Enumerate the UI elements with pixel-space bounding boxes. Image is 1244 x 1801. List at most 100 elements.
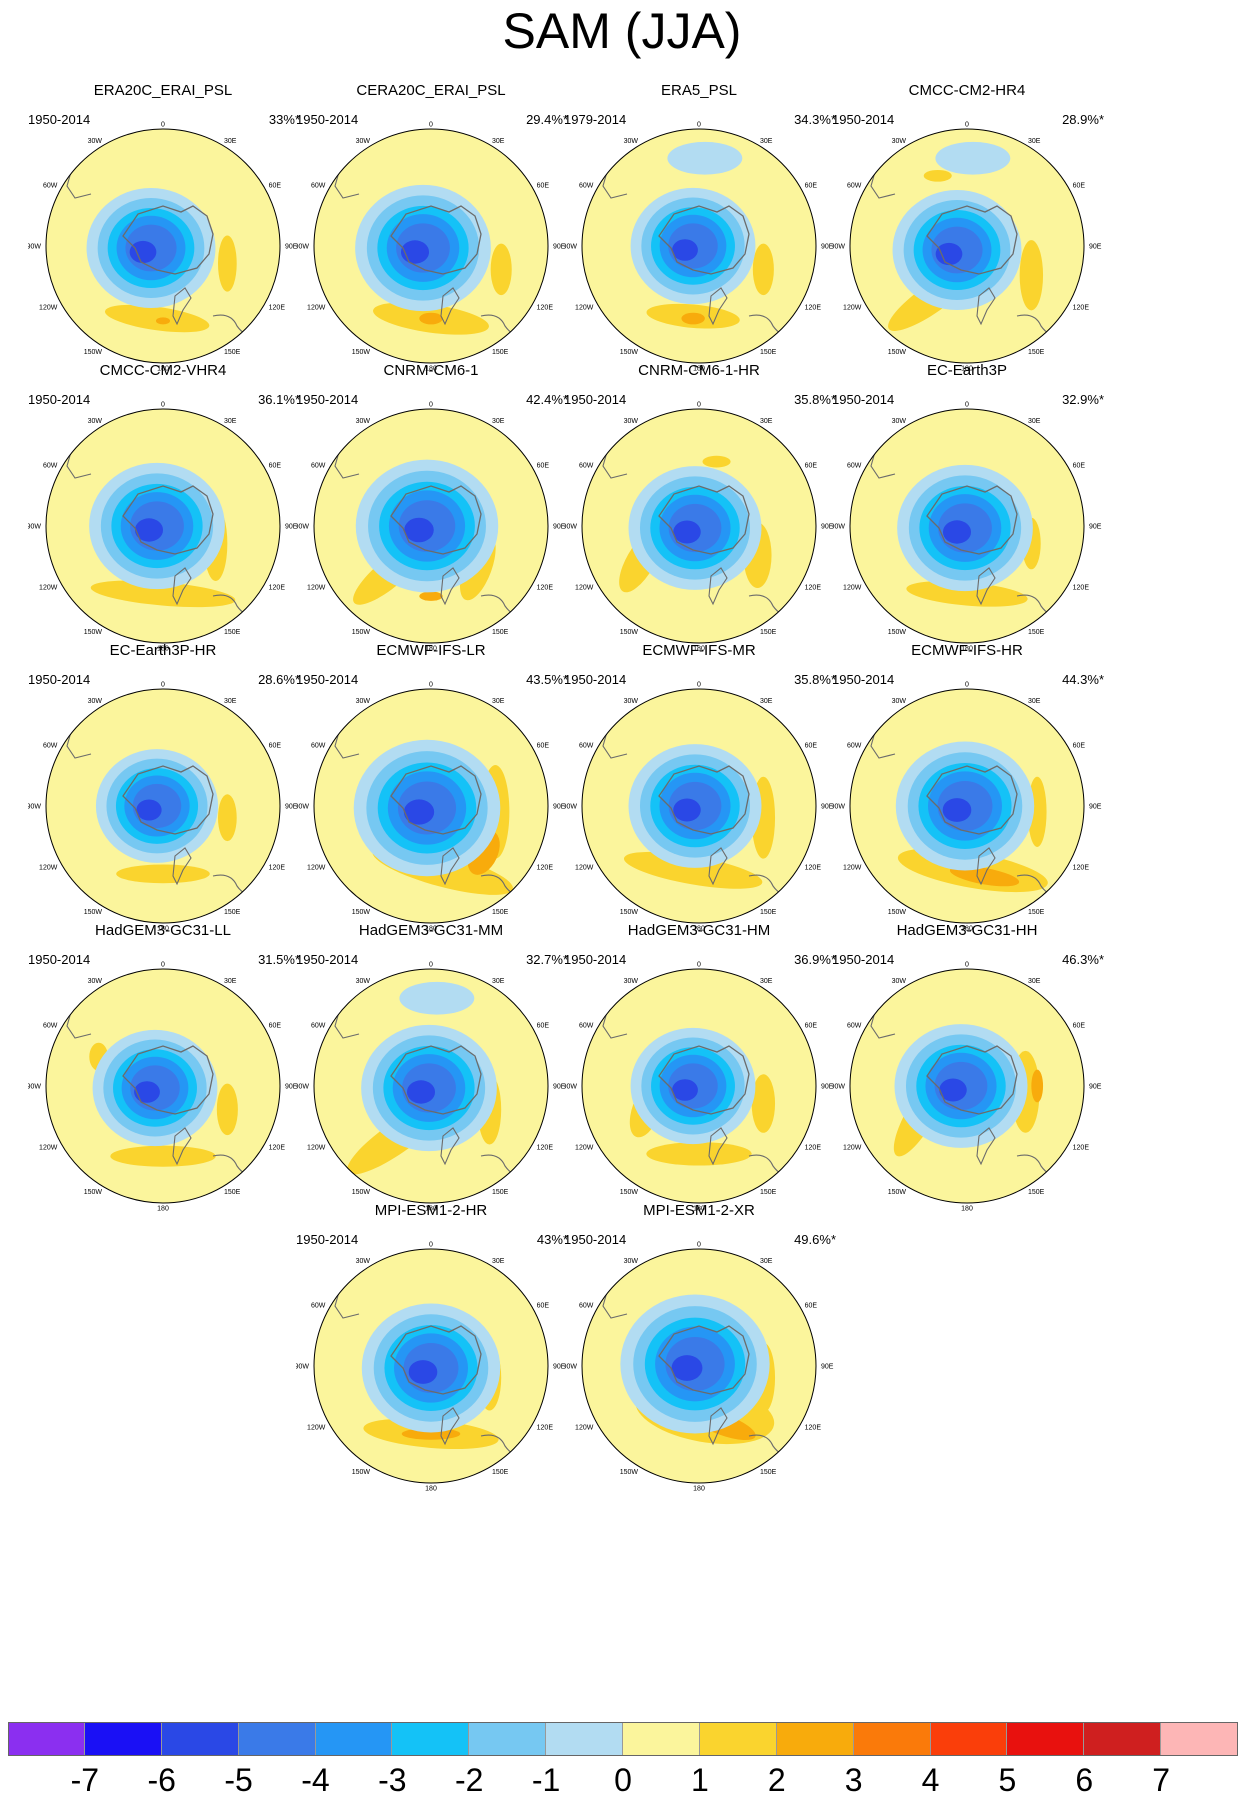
- map-boundary: [849, 408, 1085, 644]
- positive-anomaly: [623, 851, 763, 889]
- longitude-label: 30E: [1028, 978, 1041, 985]
- polar-map: 0 30E 60E 90E 120E 150E 180 150W 120W 90W 60W 30W: [28, 962, 298, 1213]
- longitude-label: 60W: [311, 1023, 326, 1030]
- colorbar-tick-label: 1: [690, 1762, 709, 1798]
- map-boundary: [313, 1248, 549, 1484]
- longitude-label: 0: [429, 682, 433, 689]
- positive-anomaly-strong: [419, 591, 443, 601]
- map-boundary: [849, 688, 1085, 924]
- colorbar-swatch: [84, 1722, 162, 1756]
- longitude-label: 90W: [28, 244, 41, 251]
- longitude-label: 90E: [285, 244, 298, 251]
- negative-anomaly-level: [673, 798, 701, 822]
- longitude-label: 150E: [492, 909, 509, 916]
- longitude-label: 120W: [307, 1425, 326, 1432]
- antarctica-coastline: [390, 1045, 482, 1115]
- panel-period: 1950-2014: [28, 952, 91, 967]
- colorbar-tick-label: 5: [998, 1762, 1017, 1798]
- colorbar-swatch: [315, 1722, 393, 1756]
- longitude-label: 120E: [805, 865, 822, 872]
- explained-variance-label: 46.3%*: [1062, 952, 1104, 967]
- longitude-label: 180: [961, 926, 973, 933]
- map-boundary: [849, 968, 1085, 1204]
- new-zealand-coastline: [440, 1127, 460, 1166]
- map-panel: CMCC-CM2-VHR4 1950-2014 36.1%* 0 30E 60E 90E 12…: [28, 362, 328, 684]
- panel-title: HadGEM3-GC31-HH: [896, 922, 1038, 939]
- longitude-label: 90W: [296, 524, 309, 531]
- longitude-label: 30E: [224, 698, 237, 705]
- panel-period: 1950-2014: [564, 952, 627, 967]
- negative-anomaly-level: [129, 240, 157, 264]
- map-panel: CERA20C_ERAI_PSL 1950-2014 29.4%* 0 30E 60E 90…: [296, 82, 596, 404]
- longitude-label: 30W: [892, 698, 907, 705]
- longitude-label: 180: [157, 926, 169, 933]
- longitude-label: 90E: [1089, 524, 1102, 531]
- negative-anomaly-level: [942, 798, 972, 822]
- negative-anomaly-level: [400, 240, 430, 264]
- map-panel: CNRM-CM6-1 1950-2014 42.4%* 0 30E 60E 90E 120E 1…: [296, 362, 596, 684]
- longitude-label: 30E: [1028, 138, 1041, 145]
- longitude-label: 120E: [537, 305, 554, 312]
- longitude-label: 30E: [760, 978, 773, 985]
- longitude-label: 90W: [832, 804, 845, 811]
- longitude-label: 0: [697, 1242, 701, 1249]
- longitude-label: 60W: [311, 1303, 326, 1310]
- longitude-label: 30W: [892, 138, 907, 145]
- longitude-label: 60E: [1073, 1023, 1086, 1030]
- explained-variance-label: 36.1%*: [258, 392, 300, 407]
- panel-period: 1950-2014: [296, 1232, 359, 1247]
- longitude-label: 60W: [311, 743, 326, 750]
- colorbar-swatch: [1161, 1722, 1238, 1756]
- longitude-label: 120E: [269, 1145, 286, 1152]
- negative-anomaly-level: [672, 1079, 698, 1101]
- explained-variance-label: 28.6%*: [258, 672, 300, 687]
- panel-title: CMCC-CM2-HR4: [908, 82, 1026, 99]
- longitude-label: 150E: [1028, 1189, 1045, 1196]
- longitude-label: 150W: [84, 1189, 103, 1196]
- longitude-label: 180: [425, 366, 437, 373]
- longitude-label: 150E: [760, 1189, 777, 1196]
- new-zealand-coastline: [708, 847, 728, 886]
- longitude-label: 30E: [224, 418, 237, 425]
- longitude-label: 120E: [537, 1425, 554, 1432]
- antarctica-coastline: [926, 205, 1018, 275]
- map-boundary: [581, 968, 817, 1204]
- longitude-label: 0: [161, 682, 165, 689]
- longitude-label: 90E: [285, 804, 298, 811]
- positive-anomaly: [751, 1074, 776, 1133]
- longitude-label: 0: [965, 122, 969, 129]
- map-panel: ECMWF-IFS-HR 1950-2014 44.3%* 0 30E 60E 90E 120…: [832, 642, 1132, 964]
- longitude-label: 150W: [620, 349, 639, 356]
- panel-period: 1950-2014: [296, 672, 359, 687]
- longitude-label: 150W: [620, 909, 639, 916]
- negative-anomaly-level: [671, 1355, 703, 1381]
- explained-variance-label: 29.4%*: [526, 112, 568, 127]
- longitude-label: 90E: [1089, 244, 1102, 251]
- negative-anomaly-level: [136, 799, 162, 821]
- longitude-label: 30W: [624, 1258, 639, 1265]
- longitude-label: 120E: [269, 865, 286, 872]
- panel-title: CNRM-CM6-1: [383, 362, 479, 379]
- polar-map: 0 30E 60E 90E 120E 150E 180 150W 120W 90W 60W 30W: [564, 962, 834, 1213]
- longitude-label: 60E: [269, 463, 282, 470]
- polar-map: 0 30E 60E 90E 120E 150E 180 150W 120W 90W 60W 30W: [296, 122, 566, 373]
- longitude-label: 150W: [84, 629, 103, 636]
- longitude-label: 180: [157, 646, 169, 653]
- longitude-label: 60E: [537, 1303, 550, 1310]
- longitude-label: 30W: [892, 978, 907, 985]
- longitude-label: 150E: [492, 349, 509, 356]
- longitude-label: 90E: [285, 524, 298, 531]
- colorbar-tick-label: -2: [455, 1762, 484, 1798]
- panel-title: CNRM-CM6-1-HR: [638, 362, 760, 379]
- panel-title: HadGEM3-GC31-HM: [627, 922, 771, 939]
- longitude-label: 150E: [1028, 909, 1045, 916]
- longitude-label: 90W: [564, 1084, 577, 1091]
- explained-variance-label: 42.4%*: [526, 392, 568, 407]
- longitude-label: 30W: [88, 138, 103, 145]
- colorbar-tick-label: -6: [147, 1762, 176, 1798]
- longitude-label: 150E: [760, 909, 777, 916]
- longitude-label: 30W: [356, 698, 371, 705]
- colorbar-swatch: [161, 1722, 239, 1756]
- field-contours: [46, 689, 280, 923]
- longitude-label: 120E: [1073, 305, 1090, 312]
